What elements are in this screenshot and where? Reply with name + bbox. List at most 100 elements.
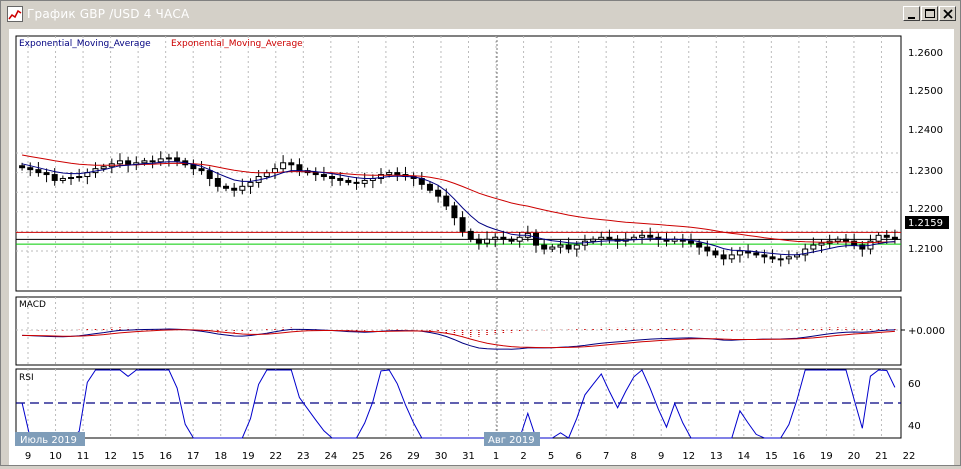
- time-axis-label: 5: [548, 451, 554, 462]
- candle-body: [720, 254, 727, 260]
- candle-body: [590, 238, 597, 242]
- candle-body: [198, 168, 205, 172]
- candle-body: [500, 236, 507, 240]
- candle-body: [125, 160, 132, 166]
- candle-body: [116, 160, 123, 165]
- candle-body: [818, 242, 825, 246]
- time-axis-label: 7: [603, 451, 609, 462]
- candle-body: [712, 250, 719, 256]
- time-axis-label: 23: [297, 451, 310, 462]
- time-axis-label: 22: [903, 451, 916, 462]
- candle-body: [475, 238, 482, 244]
- time-axis-label: 26: [380, 451, 393, 462]
- candle-body: [639, 234, 646, 238]
- candle-body: [27, 167, 34, 171]
- candle-body: [606, 236, 613, 240]
- macd-zero-label: +0.000: [908, 326, 945, 337]
- candle-body: [883, 234, 890, 238]
- candle-body: [378, 174, 385, 179]
- time-axis-label: 12: [104, 451, 117, 462]
- candle-body: [451, 205, 458, 219]
- candle-body: [239, 185, 246, 191]
- time-axis-label: 6: [575, 451, 581, 462]
- candle-body: [435, 189, 442, 197]
- time-axis-label: 19: [820, 451, 833, 462]
- time-axis-label: 18: [214, 451, 227, 462]
- current-price-badge: [905, 216, 949, 229]
- minimize-icon: [908, 17, 915, 19]
- candle-body: [785, 256, 792, 260]
- candle-body: [508, 238, 515, 242]
- candle-body: [467, 230, 474, 240]
- candle-body: [345, 179, 352, 183]
- time-axis-label: 16: [159, 451, 172, 462]
- ema-slow-line: [22, 154, 895, 244]
- legend-ema-slow: Exponential_Moving_Average: [171, 39, 303, 49]
- candle-body: [532, 232, 539, 246]
- time-axis-label: 15: [132, 451, 145, 462]
- time-axis-label: 24: [324, 451, 337, 462]
- candle-body: [329, 176, 336, 179]
- candle-body: [647, 234, 654, 238]
- candle-body: [35, 169, 42, 174]
- candle-body: [247, 181, 254, 187]
- time-axis-label: 1: [493, 451, 499, 462]
- candle-body: [696, 242, 703, 248]
- maximize-button[interactable]: [921, 6, 938, 21]
- price-label: 1.2200: [908, 204, 943, 215]
- candle-body: [687, 240, 694, 244]
- chart-area[interactable]: Exponential_Moving_Average Exponential_M…: [9, 29, 954, 465]
- macd-panel-frame: [15, 296, 902, 366]
- candle-body: [484, 238, 491, 244]
- time-axis-label: 21: [875, 451, 888, 462]
- candle-body: [280, 162, 287, 170]
- time-axis-label: 2: [520, 451, 526, 462]
- candle-body: [549, 246, 556, 250]
- legend-ema-fast: Exponential_Moving_Average: [19, 39, 151, 49]
- time-axis-label: 15: [765, 451, 778, 462]
- candle-body: [190, 164, 197, 170]
- time-axis-label: 19: [242, 451, 255, 462]
- candle-body: [312, 172, 319, 176]
- grid-lines: [16, 36, 901, 438]
- candle-body: [753, 252, 760, 256]
- candle-body: [704, 246, 711, 252]
- candle-body: [630, 236, 637, 240]
- close-icon: [943, 9, 953, 19]
- candle-body: [891, 236, 898, 240]
- price-label: 1.2500: [908, 86, 943, 97]
- candle-body: [728, 254, 735, 260]
- candle-body: [777, 258, 784, 261]
- price-label: 1.2300: [908, 166, 943, 177]
- candle-body: [426, 183, 433, 191]
- time-axis-label: 20: [848, 451, 861, 462]
- time-axis-label: 22: [269, 451, 282, 462]
- minimize-button[interactable]: [903, 6, 920, 21]
- ema-fast-line: [21, 161, 895, 256]
- time-axis-label: 10: [49, 451, 62, 462]
- candle-body: [337, 177, 344, 181]
- chart-canvas[interactable]: Exponential_Moving_Average Exponential_M…: [9, 29, 954, 465]
- month-label-july: Июль 2019: [20, 435, 77, 446]
- close-button[interactable]: [939, 6, 956, 21]
- rsi-label-60: 60: [908, 379, 921, 390]
- price-label: 1.2600: [908, 48, 943, 59]
- candle-body: [223, 185, 230, 189]
- time-axis-label: 14: [737, 451, 750, 462]
- price-label: 1.2400: [908, 125, 943, 136]
- candle-body: [842, 238, 849, 242]
- candle-body: [43, 172, 50, 176]
- title-bar[interactable]: График GBP /USD 4 ЧАСА: [3, 3, 959, 25]
- time-axis-label: 11: [77, 451, 90, 462]
- rsi-title: RSI: [19, 373, 34, 383]
- price-label: 1.2100: [908, 244, 943, 255]
- time-axis-label: 16: [793, 451, 806, 462]
- candle-body: [794, 254, 801, 258]
- candle-body: [541, 244, 548, 250]
- candle-body: [19, 165, 26, 169]
- rsi-line: [21, 369, 896, 439]
- candle-body: [769, 256, 776, 260]
- candle-body: [394, 172, 401, 176]
- candle-body: [157, 158, 164, 163]
